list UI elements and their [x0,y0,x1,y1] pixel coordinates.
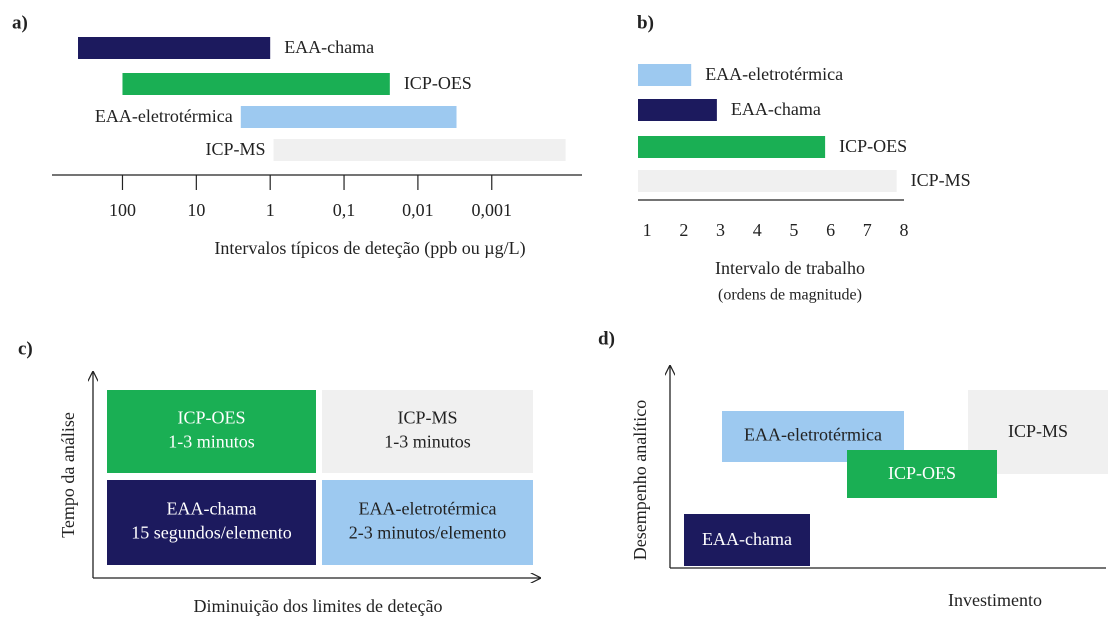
x-axis-label: Diminuição dos limites de deteção [194,596,443,616]
bar [273,139,566,161]
x-tick-label: 0,01 [402,200,434,220]
panel-label: b) [637,12,654,33]
bar-label: ICP-MS [206,139,266,159]
box-text: EAA-eletrotérmica [359,499,497,519]
box-text: ICP-MS [397,408,457,428]
method-box [684,514,810,566]
box-text: 1-3 minutos [384,432,471,452]
bar [638,136,826,158]
quadrant-box [322,390,533,473]
x-tick-label: 2 [679,220,688,240]
x-tick-label: 0,1 [333,200,356,220]
x-tick-label: 5 [789,220,798,240]
box-text: ICP-OES [177,408,245,428]
x-tick-label: 10 [187,200,205,220]
box-text: EAA-chama [167,499,257,519]
bar-label: ICP-MS [911,170,971,190]
x-axis-label: Investimento [948,590,1042,610]
box-text: 1-3 minutos [168,432,255,452]
bar [638,99,717,121]
bar-label: EAA-chama [731,99,821,119]
bar-label: EAA-chama [284,37,374,57]
x-tick-label: 100 [109,200,136,220]
bar-label: ICP-OES [839,136,907,156]
panel-label: c) [18,338,33,359]
panel-label: a) [12,12,28,33]
x-tick-label: 0,001 [472,200,513,220]
x-tick-label: 1 [643,220,652,240]
box-text: 2-3 minutos/elemento [349,523,506,543]
box-text: ICP-OES [888,463,956,483]
y-axis-label: Tempo da análise [58,412,78,538]
box-text: EAA-eletrotérmica [744,425,882,445]
bar-label: EAA-eletrotérmica [705,64,843,84]
y-axis-label: Desempenho analítico [630,400,650,560]
quadrant-box [107,480,316,565]
box-text: ICP-MS [1008,421,1068,441]
bar [240,106,457,128]
panel-label: d) [598,328,615,349]
x-axis-note: (ordens de magnitude) [718,287,862,304]
x-tick-label: 1 [266,200,275,220]
x-tick-label: 7 [863,220,872,240]
quadrant-box [107,390,316,473]
x-axis-label: Intervalos típicos de deteção (ppb ou µg… [214,238,525,259]
bar [78,37,271,59]
x-tick-label: 3 [716,220,725,240]
bar [638,64,692,86]
x-tick-label: 6 [826,220,835,240]
x-tick-label: 8 [900,220,909,240]
method-box [847,450,997,498]
box-text: EAA-chama [702,529,792,549]
x-axis-label: Intervalo de trabalho [715,258,865,278]
bar [638,170,897,192]
x-tick-label: 4 [753,220,762,240]
quadrant-box [322,480,533,565]
bar [122,73,390,95]
bar-label: EAA-eletrotérmica [95,106,233,126]
bar-label: ICP-OES [404,73,472,93]
box-text: 15 segundos/elemento [131,523,291,543]
